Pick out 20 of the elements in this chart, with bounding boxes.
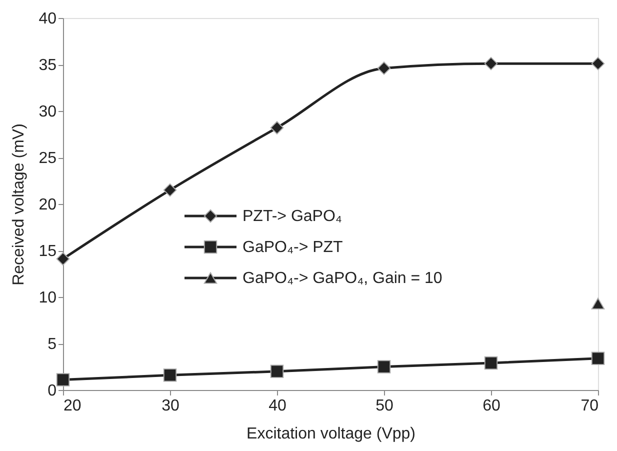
y-tick-label: 40 [38,10,57,28]
x-tick-label: 50 [376,398,394,414]
y-axis-title: Received voltage (mV) [10,124,28,286]
y-tick-label: 5 [48,336,57,353]
x-tick-label: 60 [482,398,500,414]
y-tick-label: 25 [38,150,57,167]
y-tick-label: 30 [38,104,57,120]
y-tick-label: 15 [38,243,57,260]
legend-label: GaPO₄-> GaPO₄, Gain = 10 [242,270,442,287]
y-tick-label: 0 [48,382,57,400]
legend-label: PZT-> GaPO₄ [242,208,342,225]
x-tick-label: 70 [580,398,599,414]
y-tick-label: 10 [38,290,57,306]
y-tick-label: 35 [38,57,57,74]
x-axis-title: Excitation voltage (Vpp) [246,426,416,442]
legend-label: GaPO₄-> PZT [242,239,344,256]
x-tick-label: 40 [268,398,286,414]
x-tick-label: 20 [64,398,82,414]
x-tick-label: 30 [162,398,180,414]
y-tick-label: 20 [38,196,57,214]
